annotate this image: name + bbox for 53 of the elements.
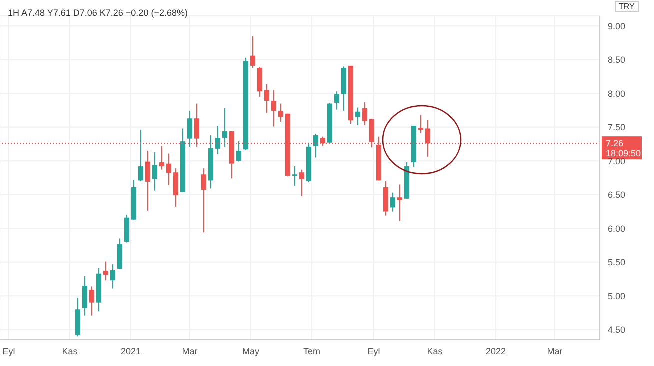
candlestick <box>104 261 108 282</box>
candlestick <box>334 91 340 110</box>
candlestick <box>152 152 158 192</box>
candlestick <box>166 153 172 186</box>
text: TRY <box>615 1 639 12</box>
candlestick <box>278 103 284 122</box>
candlestick <box>236 141 242 162</box>
y-tick-label: 7.50 <box>608 122 626 133</box>
x-tick-label: 2022 <box>486 346 506 356</box>
candlestick <box>90 286 94 316</box>
x-tick-label: Kas <box>62 346 78 356</box>
chart-title: 1H A7.48 Y7.61 D7.06 K7.26 −0.20 (−2.68%) <box>8 8 188 18</box>
candlestick <box>362 102 368 126</box>
candlestick <box>292 166 298 187</box>
text: 18:09:50 <box>606 148 642 159</box>
y-tick-label: 6.00 <box>608 224 626 234</box>
candlestick <box>222 108 228 148</box>
candlestick <box>216 126 220 155</box>
candlestick <box>160 146 164 170</box>
y-tick-label: 8.00 <box>608 88 626 99</box>
candlestick <box>390 192 396 212</box>
candlestick <box>300 169 304 197</box>
candlestick <box>250 36 256 68</box>
y-tick-label: 8.50 <box>608 55 626 66</box>
y-tick-label: 7.00 <box>608 156 626 166</box>
candlestick <box>202 168 206 234</box>
x-tick-label: 2021 <box>120 346 142 356</box>
y-tick-label: 5.50 <box>608 258 626 268</box>
candlestick <box>188 110 192 148</box>
x-tick-label: May <box>242 346 260 356</box>
ref-line-label: 7.26 <box>606 138 624 149</box>
candlestick <box>398 184 402 222</box>
x-tick-label: Mar <box>182 346 198 356</box>
x-tick-label: Kas <box>427 346 444 356</box>
candlestick <box>138 130 144 182</box>
candlestick <box>264 84 270 114</box>
candlestick <box>356 107 360 126</box>
candlestick <box>418 114 424 134</box>
x-tick-label: Mar <box>547 346 563 356</box>
x-tick-label: Tem <box>303 346 321 356</box>
candlestick <box>146 150 150 212</box>
x-tick-label: Eyl <box>368 346 380 356</box>
y-tick-label: 4.50 <box>608 325 626 336</box>
candlestick <box>258 66 262 98</box>
candlestick <box>110 264 116 290</box>
y-tick-label: 9.00 <box>608 21 626 32</box>
candlestick <box>272 90 276 128</box>
y-tick-label: 5.00 <box>608 291 626 302</box>
y-tick-label: 6.50 <box>608 190 626 200</box>
candlestick <box>174 168 178 208</box>
candlestick <box>82 276 88 316</box>
candlestick <box>314 134 318 158</box>
x-tick-label: Eyl <box>2 346 16 356</box>
